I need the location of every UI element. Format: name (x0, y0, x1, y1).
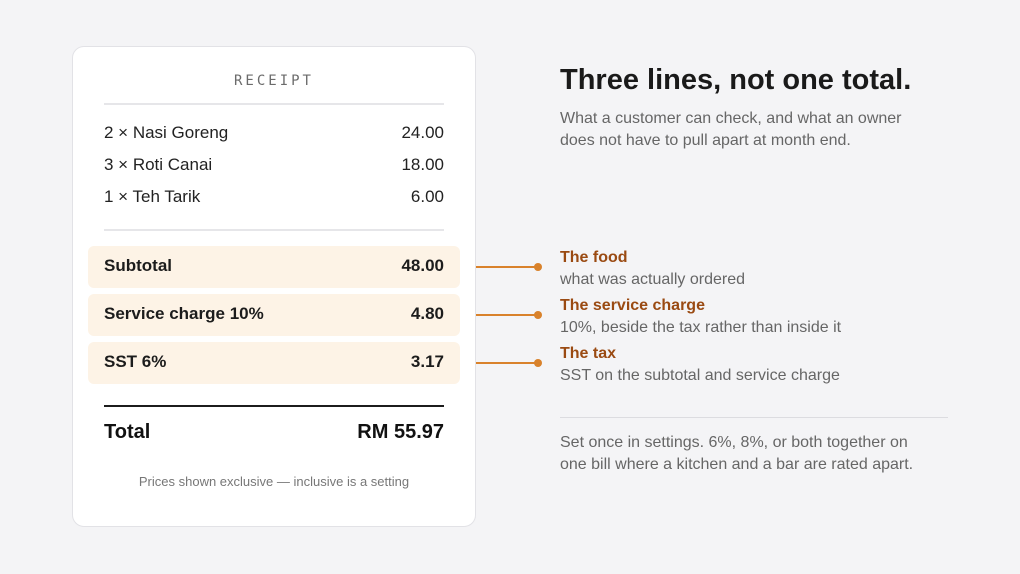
item-amount: 18.00 (401, 155, 444, 174)
sst-highlight (88, 342, 460, 384)
callout-desc-food: what was actually ordered (560, 271, 745, 288)
item-label: 2 × Nasi Goreng (104, 123, 229, 142)
receipt-line-item: 3 × Roti Canai 18.00 (104, 155, 444, 175)
subtotal-amount: 48.00 (401, 256, 444, 275)
subtotal-row: Subtotal 48.00 (104, 256, 444, 276)
callout-title-service: The service charge (560, 297, 705, 314)
connector-line-tax (476, 362, 538, 364)
receipt-title: RECEIPT (233, 73, 314, 89)
sst-label: SST 6% (104, 352, 167, 371)
sst-amount: 3.17 (410, 352, 444, 371)
receipt-divider-total (104, 405, 444, 407)
service-charge-label: Service charge 10% (104, 304, 264, 323)
total-amount: RM 55.97 (357, 421, 444, 443)
settings-note: Set once in settings. 6%, 8%, or both to… (560, 434, 914, 473)
receipt-divider-top (104, 103, 444, 105)
callout-title-tax: The tax (560, 345, 617, 362)
subtotal-label: Subtotal (104, 256, 172, 275)
item-label: 1 × Teh Tarik (104, 187, 201, 206)
service-charge-highlight (88, 294, 460, 336)
service-charge-row: Service charge 10% 4.80 (104, 304, 444, 324)
receipt-line-item: 1 × Teh Tarik 6.00 (104, 187, 444, 207)
connector-dot-tax (534, 359, 542, 367)
service-charge-amount: 4.80 (410, 304, 444, 323)
callout-desc-service: 10%, beside the tax rather than inside i… (560, 319, 842, 336)
callout-title-food: The food (560, 249, 628, 266)
connector-line-service (476, 314, 538, 316)
page-title: Three lines, not one total. (560, 64, 912, 96)
sst-row: SST 6% 3.17 (104, 352, 444, 372)
total-row: Total RM 55.97 (104, 421, 444, 444)
callout-desc-tax: SST on the subtotal and service charge (560, 367, 840, 384)
receipt-footnote: Prices shown exclusive — inclusive is a … (138, 474, 410, 489)
item-amount: 24.00 (401, 123, 444, 142)
item-label: 3 × Roti Canai (104, 155, 213, 174)
subtotal-highlight (88, 246, 460, 288)
panel-divider (560, 417, 948, 418)
connector-dot-food (534, 263, 542, 271)
item-amount: 6.00 (410, 187, 444, 206)
receipt-line-item: 2 × Nasi Goreng 24.00 (104, 123, 444, 143)
connector-line-food (476, 266, 538, 268)
connector-dot-service (534, 311, 542, 319)
total-label: Total (104, 421, 151, 443)
receipt-divider-middle (104, 229, 444, 231)
intro-text: What a customer can check, and what an o… (560, 110, 902, 149)
